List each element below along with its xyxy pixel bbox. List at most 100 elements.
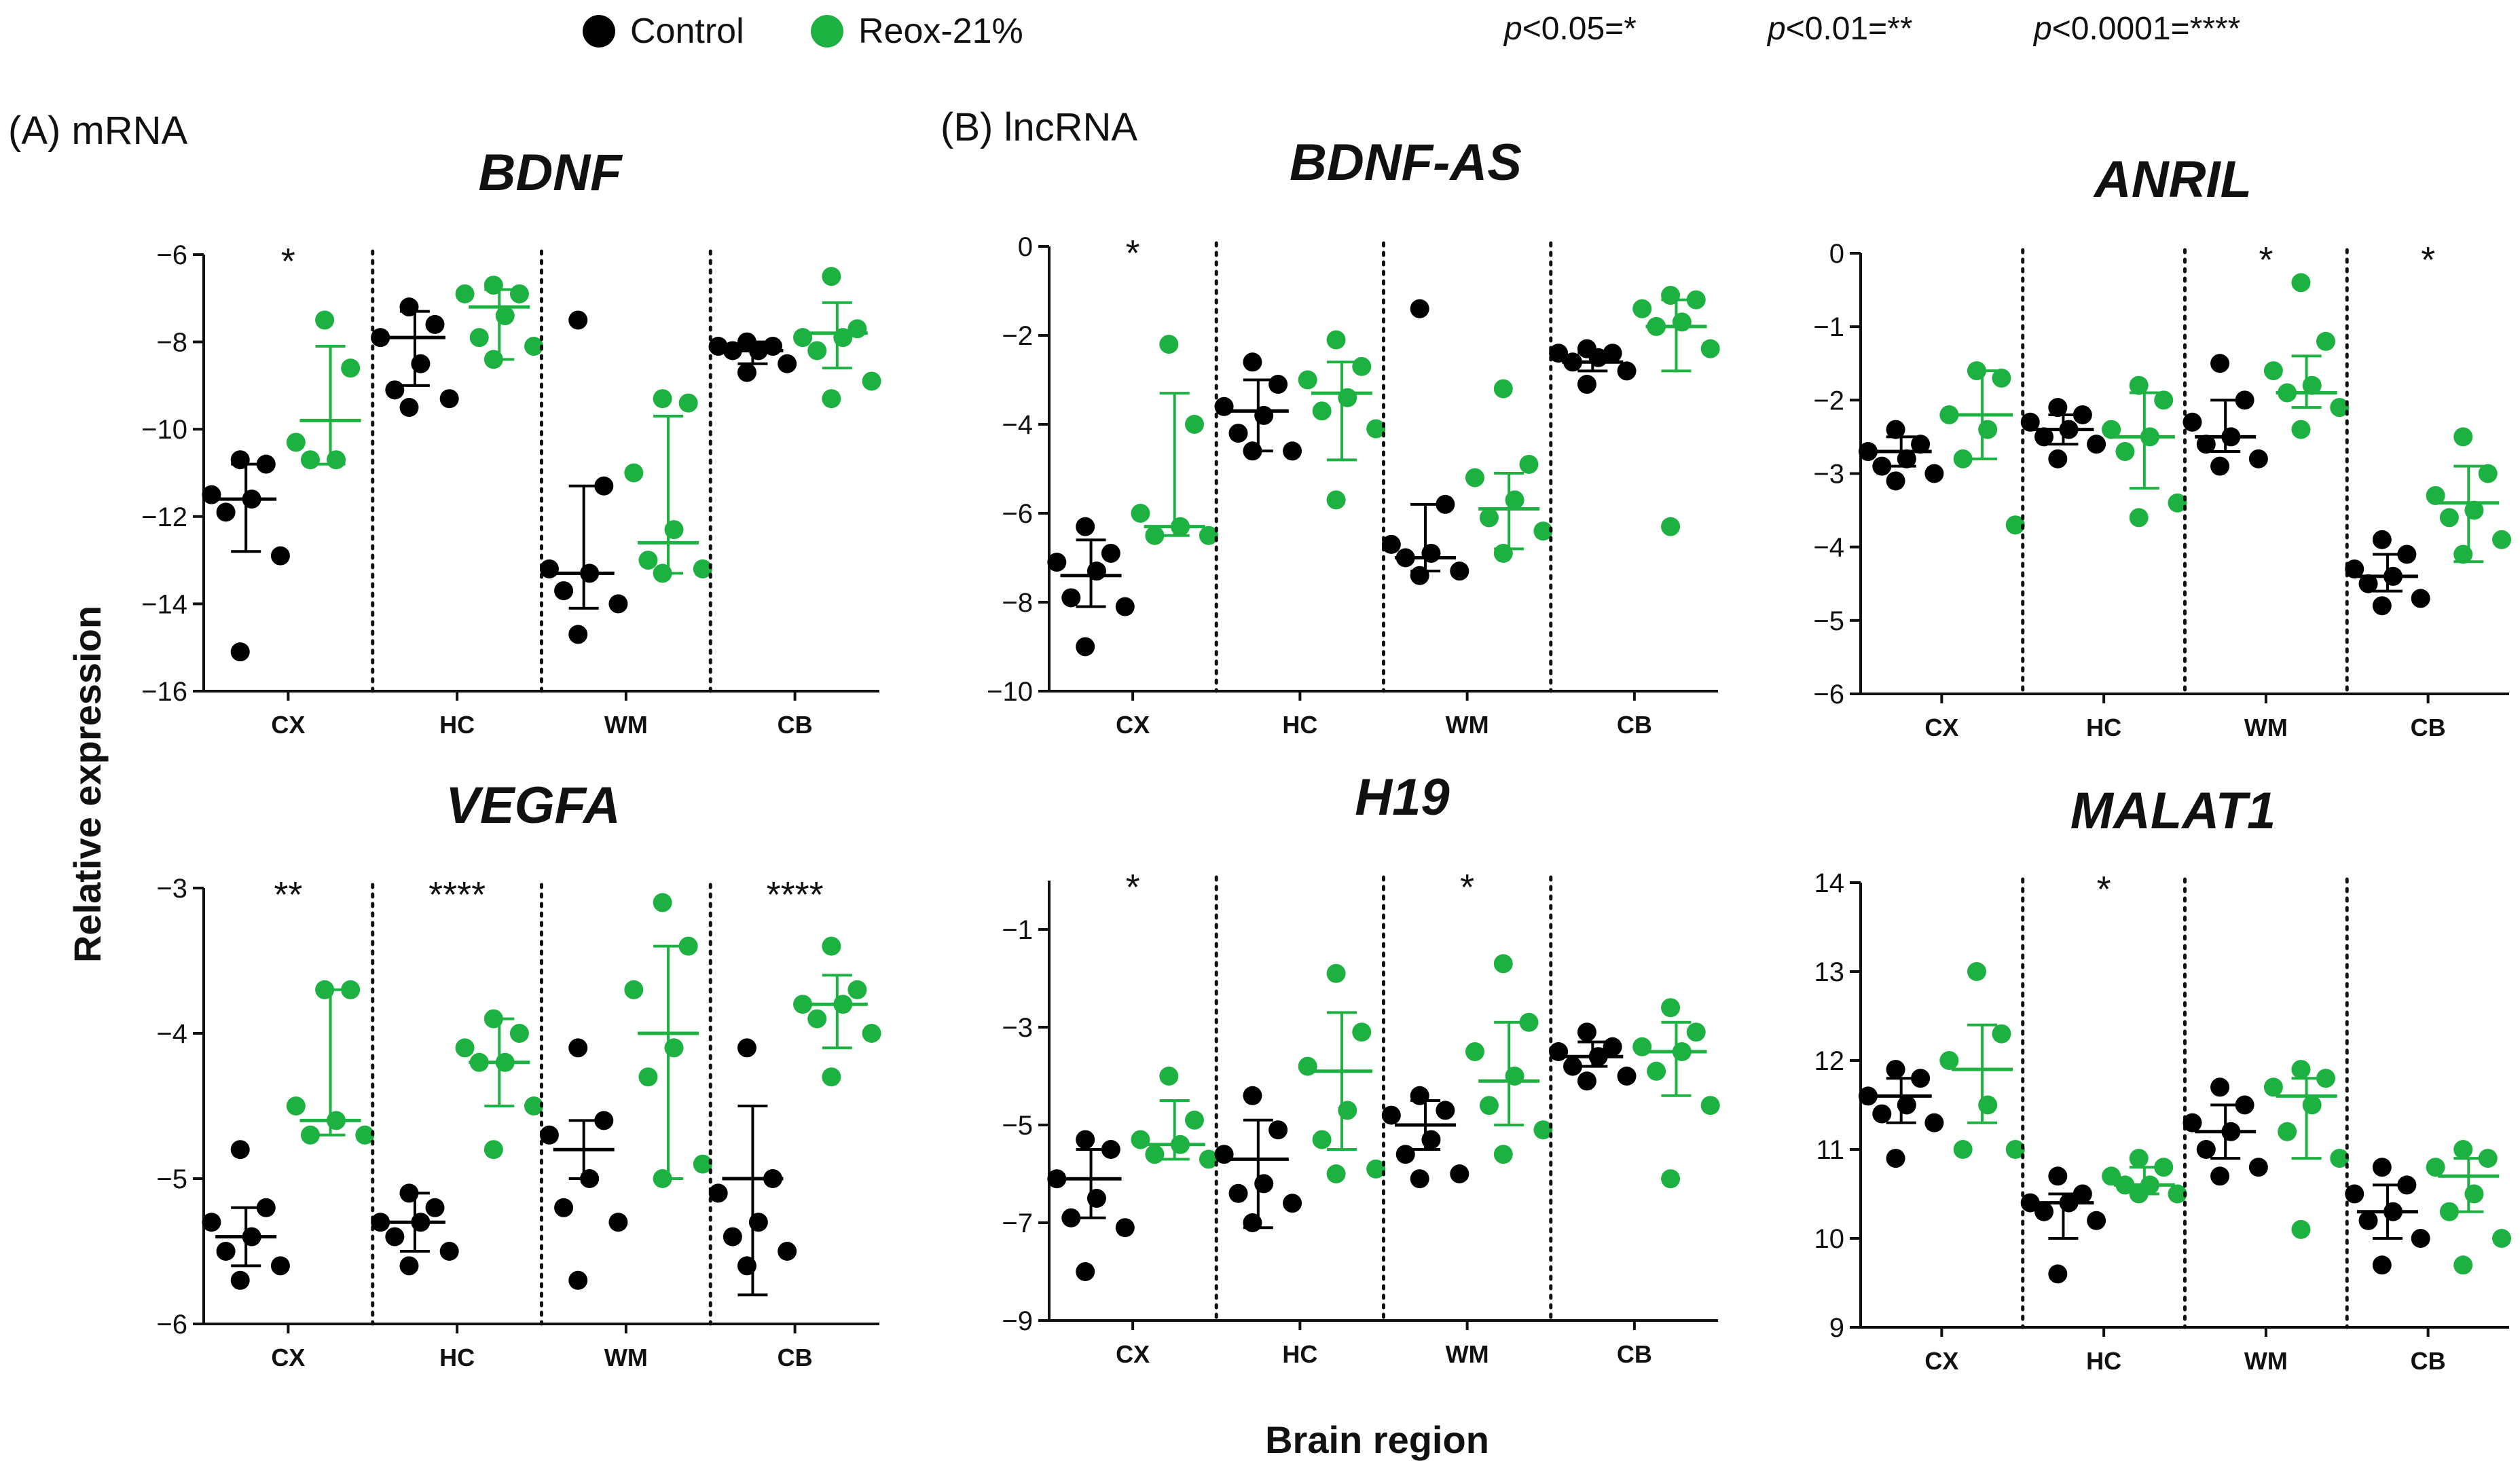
x-tick-label: HC (2086, 1347, 2121, 1375)
panel-h19: H19 −9 −7 −5 −3 −1 CX * HC WM * CB (1002, 769, 1720, 1368)
x-tick-label: CX (271, 711, 305, 739)
control-point (2020, 1193, 2040, 1213)
reox-point (1479, 1096, 1499, 1115)
reox-point (315, 980, 335, 999)
reox-point (1967, 962, 1986, 981)
x-tick-label: CB (2411, 714, 2446, 741)
x-tick-label: CX (1924, 1347, 1958, 1375)
reox-point (2115, 1175, 2135, 1195)
legend-reox-marker (811, 15, 843, 48)
panel-title: ANRIL (2093, 151, 2252, 208)
control-point (1897, 1095, 1916, 1115)
control-point (2020, 412, 2040, 432)
x-tick-label: HC (439, 711, 475, 739)
reox-point (807, 1009, 827, 1029)
control-point (608, 594, 628, 614)
reox-point (1661, 286, 1681, 306)
y-tick-label: 0 (1829, 239, 1844, 269)
reox-point (793, 328, 813, 348)
control-point (1872, 456, 1892, 476)
control-point (1115, 1218, 1135, 1238)
control-point (2048, 1166, 2068, 1186)
panel-title: MALAT1 (2070, 782, 2276, 840)
control-point (399, 297, 419, 317)
reox-point (822, 936, 841, 956)
y-tick-label: 12 (1814, 1046, 1845, 1076)
control-point (439, 389, 459, 409)
control-point (230, 642, 250, 662)
control-point (2210, 1077, 2230, 1097)
control-point (2059, 420, 2079, 439)
control-point (1254, 405, 1274, 425)
x-tick-label: CB (2411, 1347, 2446, 1375)
control-point (2048, 449, 2068, 468)
control-point (1911, 435, 1931, 454)
y-tick-label: −3 (1002, 1013, 1033, 1043)
reox-point (483, 1140, 503, 1160)
reox-point (1672, 1042, 1692, 1061)
reox-point (2129, 375, 2149, 395)
reox-point (638, 551, 658, 570)
reox-point (483, 350, 503, 369)
reox-point (2263, 361, 2283, 381)
reox-point (1686, 1022, 1706, 1042)
control-point (2087, 435, 2106, 454)
reox-point (1366, 419, 1386, 439)
reox-point (1493, 1145, 1513, 1164)
control-point (1228, 424, 1248, 443)
sig-key-001-rest: <0.01=** (1786, 11, 1913, 47)
reox-point (1131, 1130, 1150, 1149)
reox-point (1672, 312, 1692, 332)
control-point (1577, 375, 1596, 394)
y-tick-label: −5 (1813, 606, 1844, 636)
reox-point (2302, 375, 2322, 395)
control-point (242, 1227, 261, 1247)
panel-vegfa: VEGFA −6 −5 −4 −3 CX ** HC **** WM CB **** (156, 777, 881, 1371)
control-point (256, 454, 276, 474)
control-point (1617, 361, 1637, 381)
control-point (2372, 596, 2392, 616)
reox-point (833, 995, 853, 1014)
control-point (539, 559, 559, 578)
control-point (1410, 1086, 1429, 1105)
reox-point (1171, 1134, 1190, 1154)
reox-point (524, 337, 544, 356)
y-tick-label: −14 (141, 589, 187, 619)
reox-point (664, 520, 684, 540)
reox-point (1505, 490, 1524, 510)
control-point (594, 476, 614, 496)
reox-point (1184, 1110, 1204, 1130)
reox-point (2291, 1219, 2311, 1239)
reox-point (455, 284, 475, 303)
control-point (2072, 405, 2092, 424)
significance-marker: * (1460, 867, 1474, 908)
control-point (1076, 637, 1095, 657)
reox-point (483, 1009, 503, 1029)
control-point (708, 1183, 728, 1203)
sig-key-00001-p: p (2032, 11, 2052, 47)
control-point (1410, 299, 1429, 318)
control-point (411, 354, 431, 373)
sig-key-001-p: p (1766, 11, 1786, 47)
reox-point (1479, 508, 1499, 528)
x-tick-label: HC (439, 1344, 475, 1371)
control-point (748, 341, 768, 361)
control-point (2248, 1158, 2268, 1177)
reox-point (2115, 442, 2135, 462)
y-tick-label: 0 (1018, 232, 1033, 262)
reox-point (693, 1154, 712, 1174)
y-tick-label: −5 (156, 1164, 187, 1194)
control-point (2196, 435, 2216, 454)
reox-point (1661, 998, 1681, 1018)
control-point (1924, 1113, 1944, 1132)
control-point (2034, 1202, 2054, 1221)
reox-point (822, 1067, 841, 1087)
reox-point (1493, 954, 1513, 974)
control-point (1617, 1067, 1637, 1086)
reox-point (1661, 517, 1681, 536)
reox-point (2102, 420, 2121, 439)
y-tick-label: −6 (156, 240, 187, 270)
reox-point (862, 371, 881, 391)
reox-point (1159, 1067, 1179, 1086)
control-point (1872, 1104, 1892, 1124)
